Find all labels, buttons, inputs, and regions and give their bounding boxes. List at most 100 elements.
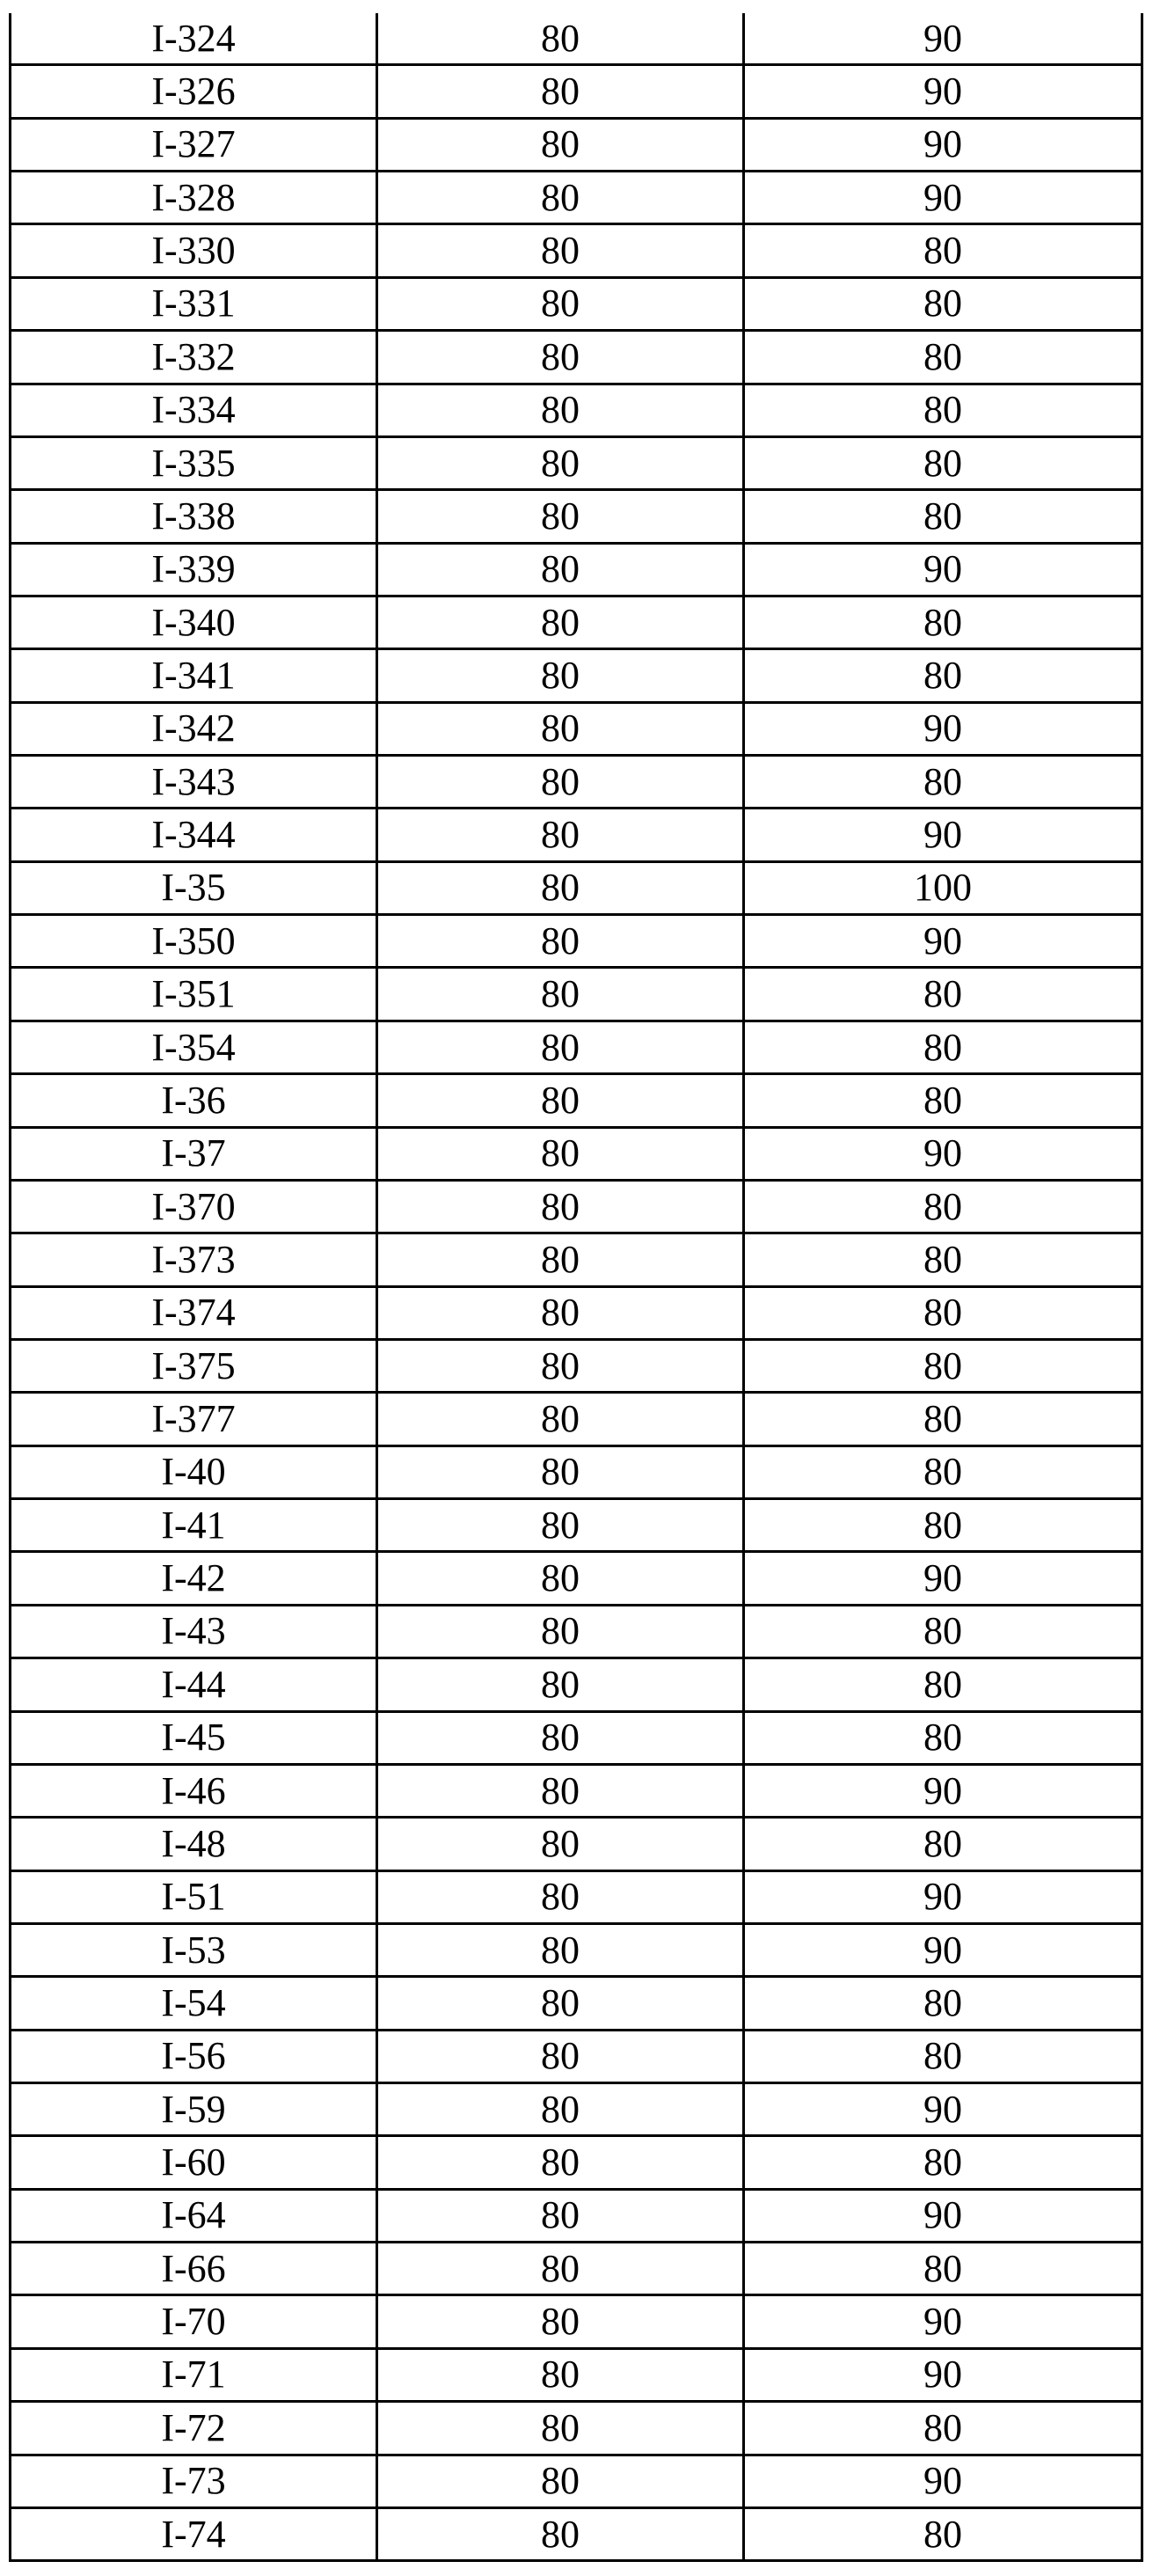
table-cell-value-2: 80 xyxy=(923,441,962,485)
table-cell-value-1: 80 xyxy=(378,862,745,914)
table-cell-value-1: 80 xyxy=(378,2190,745,2242)
table-cell-compound-id: I-43 xyxy=(11,1606,378,1658)
table-row: I-343 80 80 xyxy=(11,757,1141,810)
table-cell-compound-id: I-74 xyxy=(11,2508,378,2560)
table-row: I-37 80 90 xyxy=(11,1128,1141,1182)
table-cell-value-2: 80 xyxy=(923,600,962,644)
table-cell-compound-id: I-341 xyxy=(11,650,378,701)
table-row: I-60 80 80 xyxy=(11,2137,1141,2191)
table-cell-value-1: 80 xyxy=(378,969,745,1020)
table-row: I-339 80 90 xyxy=(11,544,1141,597)
table-cell-value-1: 80 xyxy=(378,13,745,64)
table-cell-value-1: 80 xyxy=(378,1075,745,1126)
table-row: I-36 80 80 xyxy=(11,1075,1141,1129)
table-cell-value-2: 80 xyxy=(923,2034,962,2078)
table-cell-compound-id: I-326 xyxy=(11,66,378,117)
table-cell-value-2: 80 xyxy=(923,1025,962,1069)
table-row: I-335 80 80 xyxy=(11,437,1141,492)
table-cell-value-1: 80 xyxy=(378,1765,745,1817)
table-cell-value-2: 80 xyxy=(923,2405,962,2449)
table-cell-value-1: 80 xyxy=(378,916,745,967)
table-cell-value-1: 80 xyxy=(378,172,745,223)
table-cell-value-1: 80 xyxy=(378,278,745,330)
table-cell-value-2: 90 xyxy=(923,918,962,962)
table-cell-compound-id: I-71 xyxy=(11,2349,378,2401)
table-row: I-373 80 80 xyxy=(11,1234,1141,1288)
table-row: I-354 80 80 xyxy=(11,1021,1141,1076)
table-row: I-374 80 80 xyxy=(11,1287,1141,1341)
table-cell-value-1: 80 xyxy=(378,1394,745,1445)
table-cell-value-2: 80 xyxy=(923,1609,962,1653)
table-cell-compound-id: I-324 xyxy=(11,13,378,64)
table-cell-value-1: 80 xyxy=(378,384,745,435)
table-cell-value-2: 90 xyxy=(923,2459,962,2503)
table-row: I-338 80 80 xyxy=(11,491,1141,545)
table-cell-value-2: 80 xyxy=(923,388,962,432)
table-cell-value-1: 80 xyxy=(378,1287,745,1338)
table-row: I-56 80 80 xyxy=(11,2031,1141,2085)
table-row: I-46 80 90 xyxy=(11,1765,1141,1819)
table-row: I-377 80 80 xyxy=(11,1394,1141,1447)
table-cell-compound-id: I-351 xyxy=(11,969,378,1020)
table-cell-compound-id: I-41 xyxy=(11,1500,378,1551)
table-row: I-74 80 80 xyxy=(11,2508,1141,2563)
table-row: I-40 80 80 xyxy=(11,1446,1141,1501)
table-cell-compound-id: I-330 xyxy=(11,225,378,276)
table-cell-value-1: 80 xyxy=(378,1500,745,1551)
table-cell-value-1: 80 xyxy=(378,437,745,489)
table-row: I-344 80 90 xyxy=(11,809,1141,863)
table-cell-value-1: 80 xyxy=(378,225,745,276)
table-cell-compound-id: I-342 xyxy=(11,703,378,755)
table-row: I-334 80 80 xyxy=(11,384,1141,438)
table-cell-value-1: 80 xyxy=(378,544,745,595)
data-table: I-324 80 90 I-326 80 90 I-327 80 90 I-32… xyxy=(9,13,1143,2563)
table-row: I-328 80 90 xyxy=(11,172,1141,226)
table-cell-value-1: 80 xyxy=(378,596,745,648)
table-cell-value-1: 80 xyxy=(378,1128,745,1179)
table-row: I-53 80 90 xyxy=(11,1924,1141,1979)
table-cell-compound-id: I-46 xyxy=(11,1765,378,1817)
table-cell-value-2: 80 xyxy=(923,334,962,378)
table-row: I-70 80 90 xyxy=(11,2296,1141,2350)
table-cell-value-2: 90 xyxy=(923,175,962,219)
table-cell-value-1: 80 xyxy=(378,2296,745,2347)
table-row: I-324 80 90 xyxy=(11,13,1141,67)
table-cell-value-1: 80 xyxy=(378,809,745,860)
table-cell-value-2: 90 xyxy=(923,2193,962,2237)
table-cell-compound-id: I-350 xyxy=(11,916,378,967)
table-cell-value-2: 90 xyxy=(923,706,962,750)
table-cell-value-1: 80 xyxy=(378,703,745,755)
table-cell-value-1: 80 xyxy=(378,757,745,808)
table-cell-value-2: 80 xyxy=(923,759,962,803)
table-row: I-59 80 90 xyxy=(11,2084,1141,2138)
table-cell-value-1: 80 xyxy=(378,1606,745,1658)
table-cell-compound-id: I-59 xyxy=(11,2084,378,2135)
table-cell-compound-id: I-60 xyxy=(11,2137,378,2188)
table-cell-value-2: 80 xyxy=(923,1662,962,1706)
table-cell-value-1: 80 xyxy=(378,650,745,701)
table-cell-value-2: 90 xyxy=(923,16,962,60)
table-cell-value-2: 90 xyxy=(923,2353,962,2397)
table-cell-value-1: 80 xyxy=(378,1819,745,1870)
table-cell-value-2: 80 xyxy=(923,2141,962,2184)
table-cell-value-2: 80 xyxy=(923,1821,962,1865)
table-cell-compound-id: I-56 xyxy=(11,2031,378,2082)
table-row: I-72 80 80 xyxy=(11,2403,1141,2456)
table-cell-value-1: 80 xyxy=(378,2084,745,2135)
table-cell-value-2: 80 xyxy=(923,1291,962,1335)
table-cell-value-2: 90 xyxy=(923,1768,962,1812)
table-row: I-41 80 80 xyxy=(11,1500,1141,1554)
table-cell-compound-id: I-331 xyxy=(11,278,378,330)
table-cell-value-2: 100 xyxy=(914,866,972,910)
table-cell-value-1: 80 xyxy=(378,2243,745,2294)
table-cell-value-2: 80 xyxy=(923,229,962,273)
table-row: I-35 80 100 xyxy=(11,862,1141,917)
table-cell-value-2: 80 xyxy=(923,1397,962,1441)
table-cell-value-1: 80 xyxy=(378,2349,745,2401)
table-cell-compound-id: I-40 xyxy=(11,1446,378,1498)
table-cell-value-1: 80 xyxy=(378,2137,745,2188)
table-row: I-331 80 80 xyxy=(11,278,1141,333)
table-cell-compound-id: I-37 xyxy=(11,1128,378,1179)
table-cell-compound-id: I-344 xyxy=(11,809,378,860)
